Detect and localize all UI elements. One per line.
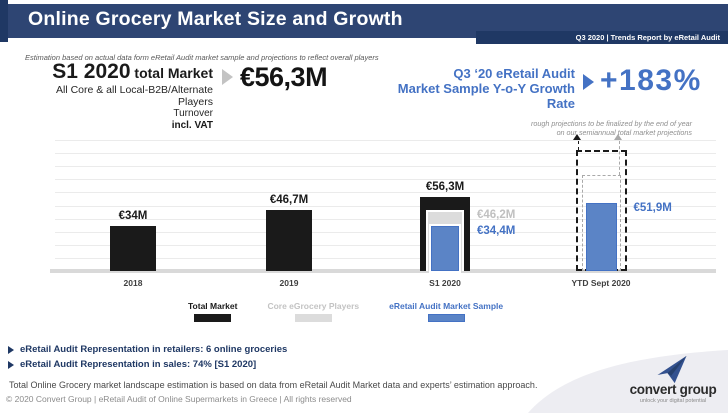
- kpi-growth-rate: Q3 ‘20 eRetail Audit Market Sample Y-o-Y…: [372, 64, 702, 111]
- x-axis-label-ytd-sept-2020: YTD Sept 2020: [571, 278, 631, 288]
- x-axis-label-2019: 2019: [279, 278, 299, 288]
- chart-gridline: [55, 179, 716, 181]
- footer-copyright: © 2020 Convert Group | eRetail Audit of …: [6, 394, 352, 404]
- projection-arrow-stem: [618, 141, 620, 176]
- legend-item-core-egrocery-players: Core eGrocery Players: [267, 301, 359, 322]
- bar-eretail-audit-market-sample-s1-2020: [431, 225, 459, 271]
- projection-note-line2: on our semiannual total market projectio…: [556, 128, 692, 137]
- legend-swatch: [294, 314, 332, 322]
- legend-label: Core eGrocery Players: [267, 301, 360, 311]
- bullet-arrow-icon: [8, 345, 14, 354]
- bullet-row: eRetail Audit Representation in retailer…: [8, 342, 287, 357]
- chart-gridline: [55, 257, 716, 259]
- value-label: €46,2M: [477, 209, 516, 222]
- chart-gridline: [55, 140, 716, 141]
- chart-gridline: [55, 244, 716, 246]
- bar-total-market-2019: [266, 209, 312, 271]
- kpi-vat-label: incl. VAT: [171, 120, 213, 131]
- representation-bullets: eRetail Audit Representation in retailer…: [8, 342, 287, 372]
- chart-gridline: [55, 231, 716, 233]
- x-axis-label-2018: 2018: [123, 278, 143, 288]
- bullet-arrow-icon: [8, 360, 14, 369]
- legend-swatch: [427, 314, 465, 322]
- convert-group-logo-icon: [657, 355, 687, 384]
- right-triangle-icon: [222, 69, 233, 85]
- legend-swatch: [194, 314, 232, 322]
- bar-total-market-ytd-sept-2020: [575, 150, 627, 271]
- estimation-subtitle: Estimation based on actual data form eRe…: [25, 53, 379, 62]
- header-left-accent-strip: [0, 0, 8, 42]
- convert-group-tagline: unlock your digital potential: [639, 398, 707, 404]
- legend-item-eretail-audit-market-sample: eRetail Audit Market Sample: [389, 301, 503, 322]
- footer-methodology-note: Total Online Grocery market landscape es…: [9, 380, 538, 390]
- kpi-turnover-label: Turnover: [173, 108, 213, 119]
- kpi-total-market-title: S1 2020 total Market: [28, 61, 213, 84]
- value-label: €46,7M: [269, 193, 309, 206]
- value-label: €34,4M: [477, 224, 516, 237]
- value-label: €34M: [118, 210, 148, 223]
- chart-legend: Total Market Core eGrocery Players eRetail…: [188, 301, 503, 322]
- chart-gridline: [55, 192, 716, 194]
- kpi-total-market: S1 2020 total Market All Core & all Loca…: [28, 61, 327, 132]
- projection-note-line1: rough projections to be finalized by the…: [530, 119, 692, 128]
- legend-label: Total Market: [188, 301, 238, 311]
- convert-group-logo-text: convert group: [629, 382, 717, 397]
- bullet-text: eRetail Audit Representation in sales: 7…: [20, 359, 257, 370]
- kpi-growth-rate-value: +183%: [600, 64, 702, 97]
- chart-gridline: [55, 205, 716, 207]
- kpi-growth-line2: Market Sample Y-o-Y Growth Rate: [397, 81, 575, 111]
- projection-note: rough projections to be finalized by the…: [531, 119, 692, 137]
- chart-gridline: [55, 153, 716, 155]
- report-edition-ribbon: Q3 2020 | Trends Report by eRetail Audit: [476, 31, 728, 44]
- bar-total-market-2018: [110, 226, 156, 271]
- chart-gridline: [55, 166, 716, 168]
- kpi-scope-label: total Market: [130, 65, 213, 81]
- kpi-growth-line1: Q3 ‘20 eRetail Audit: [453, 66, 575, 81]
- value-label: €56,3M: [425, 181, 465, 194]
- right-triangle-icon: [583, 74, 594, 90]
- bullet-row: eRetail Audit Representation in sales: 7…: [8, 357, 287, 372]
- projection-arrow-stem: [577, 141, 579, 151]
- kpi-growth-rate-description: Q3 ‘20 eRetail Audit Market Sample Y-o-Y…: [372, 66, 575, 111]
- kpi-period-label: S1 2020: [52, 60, 131, 83]
- page-title: Online Grocery Market Size and Growth: [28, 8, 403, 30]
- bar-eretail-audit-market-sample-ytd-sept-2020: [585, 203, 617, 271]
- bullet-text: eRetail Audit Representation in retailer…: [20, 344, 288, 355]
- kpi-total-market-value: €56,3M: [240, 62, 328, 92]
- bar-total-market-s1-2020: [420, 197, 470, 271]
- legend-label: eRetail Audit Market Sample: [389, 301, 504, 311]
- bar-core-egrocery-players-ytd-sept-2020: [581, 175, 621, 271]
- chart-baseline: [50, 269, 716, 273]
- kpi-total-market-description: S1 2020 total Market All Core & all Loca…: [28, 61, 213, 132]
- legend-item-total-market: Total Market: [188, 301, 237, 322]
- chart-gridline: [55, 218, 716, 220]
- bar-core-egrocery-players-s1-2020: [426, 210, 464, 271]
- kpi-players-label: All Core & all Local-B2B/Alternate Playe…: [56, 84, 213, 108]
- value-label: €51,9M: [633, 202, 672, 214]
- x-axis-label-s1-2020: S1 2020: [429, 278, 461, 288]
